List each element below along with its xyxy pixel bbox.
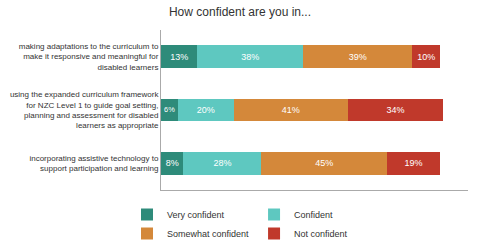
svg-text:10%: 10%: [417, 52, 435, 62]
svg-text:8%: 8%: [166, 158, 179, 168]
svg-text:making adaptations to the curr: making adaptations to the curriculum tom…: [19, 42, 159, 72]
svg-text:How confident are you in...: How confident are you in...: [169, 5, 311, 19]
svg-text:incorporating assistive techno: incorporating assistive technology tosup…: [29, 154, 159, 173]
svg-text:41%: 41%: [282, 105, 300, 115]
svg-text:34%: 34%: [386, 105, 404, 115]
svg-text:38%: 38%: [241, 52, 259, 62]
svg-text:13%: 13%: [170, 52, 188, 62]
svg-text:Very confident: Very confident: [167, 210, 225, 220]
svg-text:39%: 39%: [349, 52, 367, 62]
svg-text:Not confident: Not confident: [294, 229, 348, 239]
svg-text:Confident: Confident: [294, 210, 333, 220]
svg-text:20%: 20%: [197, 105, 215, 115]
svg-text:Somewhat confident: Somewhat confident: [167, 229, 249, 239]
svg-text:45%: 45%: [315, 158, 333, 168]
svg-text:19%: 19%: [405, 158, 423, 168]
svg-text:6%: 6%: [164, 105, 175, 114]
svg-text:28%: 28%: [213, 158, 231, 168]
svg-text:using the expanded curriculum: using the expanded curriculum frameworkf…: [10, 90, 160, 130]
